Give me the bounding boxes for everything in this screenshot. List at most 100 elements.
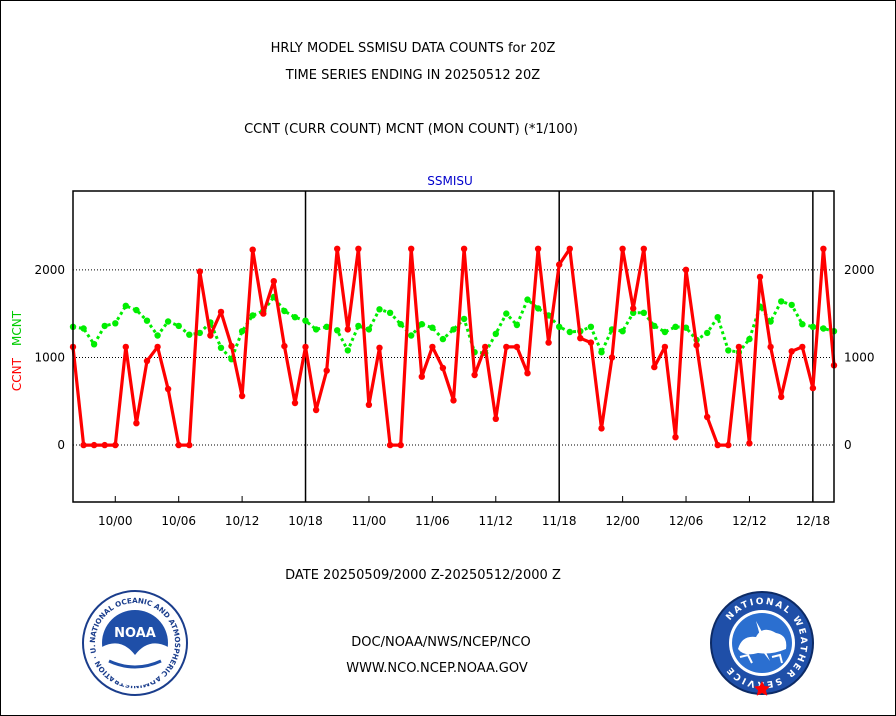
data-point-mcnt bbox=[133, 306, 140, 314]
x-tick-label: 10/06 bbox=[161, 514, 196, 528]
data-point-ccnt bbox=[154, 343, 161, 351]
x-tick-label: 12/06 bbox=[669, 514, 704, 528]
data-point-mcnt bbox=[429, 324, 436, 331]
data-point-ccnt bbox=[682, 266, 690, 273]
x-tick-label: 10/00 bbox=[98, 514, 133, 528]
data-point-ccnt bbox=[101, 441, 108, 449]
data-point-mcnt bbox=[492, 330, 499, 337]
data-point-mcnt bbox=[90, 341, 98, 348]
x-tick-label: 10/12 bbox=[225, 514, 260, 528]
data-point-ccnt bbox=[217, 308, 225, 316]
x-tick-label: 12/00 bbox=[605, 514, 640, 528]
star-icon bbox=[754, 681, 770, 696]
org-path-link[interactable]: DOC/NOAA/NWS/NCEP/NCO bbox=[351, 635, 530, 650]
data-point-ccnt bbox=[418, 373, 425, 380]
x-tick-label: 11/12 bbox=[478, 514, 513, 528]
data-point-ccnt bbox=[376, 344, 383, 351]
data-point-ccnt bbox=[312, 406, 320, 414]
data-point-mcnt bbox=[503, 310, 510, 317]
data-point-ccnt bbox=[820, 245, 827, 252]
data-point-ccnt bbox=[112, 441, 119, 449]
y-tick-label-right: 0 bbox=[844, 438, 852, 452]
data-point-ccnt bbox=[270, 278, 277, 285]
y-tick-label-right: 1000 bbox=[844, 350, 875, 364]
data-point-mcnt bbox=[767, 318, 774, 325]
x-tick-label: 12/12 bbox=[732, 514, 767, 528]
data-point-ccnt bbox=[186, 441, 193, 449]
data-point-mcnt bbox=[799, 321, 806, 328]
data-point-mcnt bbox=[820, 325, 827, 332]
data-point-mcnt bbox=[778, 298, 785, 305]
data-point-mcnt bbox=[249, 312, 256, 319]
data-point-ccnt bbox=[788, 348, 795, 355]
data-point-ccnt bbox=[334, 245, 341, 252]
data-point-ccnt bbox=[545, 339, 552, 346]
grid-layer bbox=[73, 191, 834, 502]
data-point-mcnt bbox=[630, 309, 637, 316]
data-point-mcnt bbox=[143, 317, 151, 324]
data-point-mcnt bbox=[788, 301, 795, 309]
data-point-ccnt bbox=[725, 441, 732, 449]
data-point-ccnt bbox=[397, 441, 404, 449]
data-point-mcnt bbox=[513, 321, 521, 329]
data-point-ccnt bbox=[524, 370, 531, 377]
chart-title-line2: TIME SERIES ENDING IN 20250512 20Z bbox=[285, 68, 541, 83]
y-axis-label-ccnt: CCNT bbox=[10, 357, 24, 391]
data-point-ccnt bbox=[778, 393, 785, 401]
data-point-ccnt bbox=[249, 246, 256, 253]
data-point-mcnt bbox=[587, 323, 595, 330]
data-point-ccnt bbox=[260, 310, 267, 317]
data-point-mcnt bbox=[154, 332, 161, 339]
data-point-mcnt bbox=[460, 315, 468, 323]
data-point-ccnt bbox=[228, 342, 235, 350]
data-point-mcnt bbox=[450, 326, 457, 333]
data-point-ccnt bbox=[809, 384, 817, 392]
data-point-ccnt bbox=[90, 441, 98, 449]
data-point-mcnt bbox=[344, 347, 351, 354]
data-point-ccnt bbox=[640, 245, 647, 252]
data-point-ccnt bbox=[408, 245, 415, 252]
data-point-mcnt bbox=[164, 318, 172, 325]
chart-title-line3: CCNT (CURR COUNT) MCNT (MON COUNT) (*1/1… bbox=[244, 122, 578, 137]
data-point-mcnt bbox=[556, 323, 563, 330]
data-point-ccnt bbox=[619, 245, 626, 252]
plot-area-border bbox=[72, 190, 835, 503]
y-tick-label-left: 1000 bbox=[34, 350, 65, 364]
data-point-mcnt bbox=[408, 332, 415, 339]
noaa-logo: NATIONAL OCEANIC AND ATMOSPHERIC ADMINIS… bbox=[82, 590, 188, 696]
data-point-mcnt bbox=[640, 309, 647, 316]
data-point-ccnt bbox=[767, 343, 774, 351]
website-link[interactable]: WWW.NCO.NCEP.NOAA.GOV bbox=[346, 661, 528, 676]
noaa-logo-text: NOAA bbox=[114, 626, 156, 641]
y-tick-label-left: 0 bbox=[57, 438, 65, 452]
data-point-mcnt bbox=[196, 329, 203, 337]
data-point-mcnt bbox=[672, 323, 679, 330]
data-point-mcnt bbox=[365, 326, 373, 333]
data-point-mcnt bbox=[524, 296, 531, 303]
data-point-mcnt bbox=[418, 321, 425, 328]
data-point-ccnt bbox=[735, 343, 743, 351]
data-point-mcnt bbox=[566, 328, 573, 336]
data-point-ccnt bbox=[598, 425, 605, 432]
data-point-ccnt bbox=[196, 268, 203, 275]
data-point-mcnt bbox=[355, 322, 362, 330]
data-point-mcnt bbox=[238, 328, 246, 335]
data-point-mcnt bbox=[725, 347, 732, 354]
data-point-ccnt bbox=[651, 363, 658, 371]
data-point-mcnt bbox=[704, 329, 711, 337]
data-point-mcnt bbox=[80, 325, 87, 332]
data-point-ccnt bbox=[355, 245, 362, 252]
data-point-ccnt bbox=[693, 342, 700, 349]
x-tick-label: 11/00 bbox=[352, 514, 387, 528]
data-point-ccnt bbox=[503, 343, 510, 351]
data-point-mcnt bbox=[291, 314, 299, 321]
data-point-ccnt bbox=[492, 415, 499, 422]
data-point-mcnt bbox=[217, 344, 225, 351]
ticks-layer: 0 0 1000 1000 2000 2000 10/00 10/06 10/12 10/18 11… bbox=[34, 263, 874, 528]
data-point-ccnt bbox=[556, 261, 563, 268]
data-point-ccnt bbox=[143, 357, 151, 365]
series-layer bbox=[69, 245, 838, 449]
data-point-ccnt bbox=[513, 343, 521, 351]
